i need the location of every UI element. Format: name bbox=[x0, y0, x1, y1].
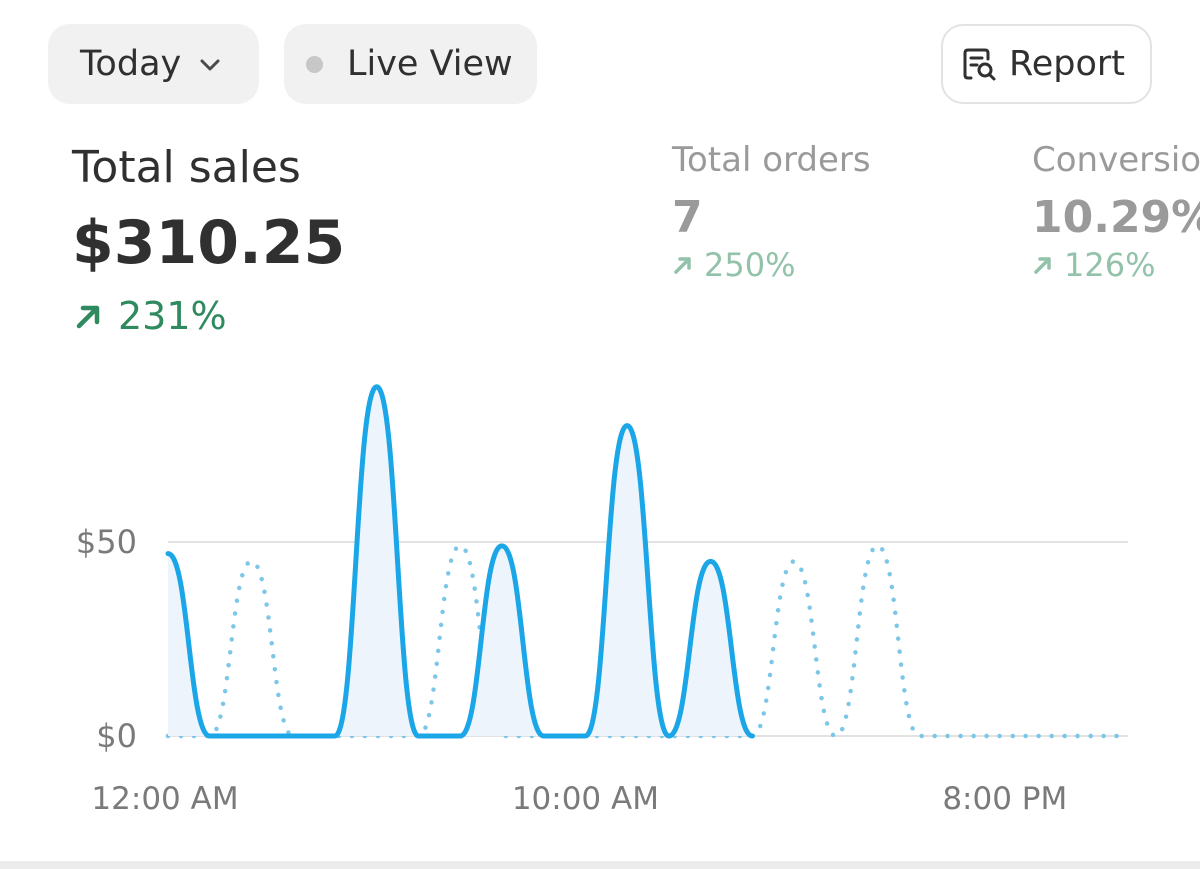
x-tick-label: 8:00 PM bbox=[942, 781, 1067, 817]
arrow-up-right-icon bbox=[674, 257, 691, 274]
total-orders-delta: 250% bbox=[672, 246, 795, 284]
report-label: Report bbox=[1009, 44, 1126, 84]
y-tick-label: $50 bbox=[76, 523, 137, 561]
bottom-divider bbox=[0, 861, 1200, 869]
date-range-dropdown[interactable]: Today bbox=[48, 24, 259, 104]
total-sales-delta-value: 231% bbox=[118, 294, 227, 338]
y-tick-label: $0 bbox=[96, 717, 137, 755]
total-sales-value: $310.25 bbox=[72, 208, 346, 278]
arrow-up-right-icon bbox=[1034, 257, 1051, 274]
date-range-label: Today bbox=[80, 44, 182, 84]
total-orders-label[interactable]: Total orders bbox=[672, 140, 871, 180]
total-orders-delta-value: 250% bbox=[704, 246, 796, 284]
conversion-delta: 126% bbox=[1032, 246, 1155, 284]
live-view-label: Live View bbox=[347, 44, 513, 84]
conversion-delta-value: 126% bbox=[1064, 246, 1156, 284]
report-search-icon bbox=[961, 45, 999, 83]
x-tick-label: 10:00 AM bbox=[512, 781, 659, 817]
total-sales-label: Total sales bbox=[72, 142, 301, 193]
primary-series-line bbox=[165, 384, 755, 739]
live-view-button[interactable]: Live View bbox=[284, 24, 537, 104]
report-button[interactable]: Report bbox=[941, 24, 1152, 104]
x-tick-label: 12:00 AM bbox=[91, 781, 238, 817]
arrow-up-right-icon bbox=[76, 305, 100, 329]
total-orders-value: 7 bbox=[672, 192, 703, 243]
primary-series-area bbox=[168, 386, 753, 736]
conversion-label[interactable]: Conversion bbox=[1032, 140, 1200, 180]
live-status-dot-icon bbox=[306, 55, 323, 73]
conversion-value: 10.29% bbox=[1032, 192, 1200, 243]
total-sales-delta: 231% bbox=[72, 294, 227, 338]
chevron-down-icon bbox=[195, 49, 225, 79]
